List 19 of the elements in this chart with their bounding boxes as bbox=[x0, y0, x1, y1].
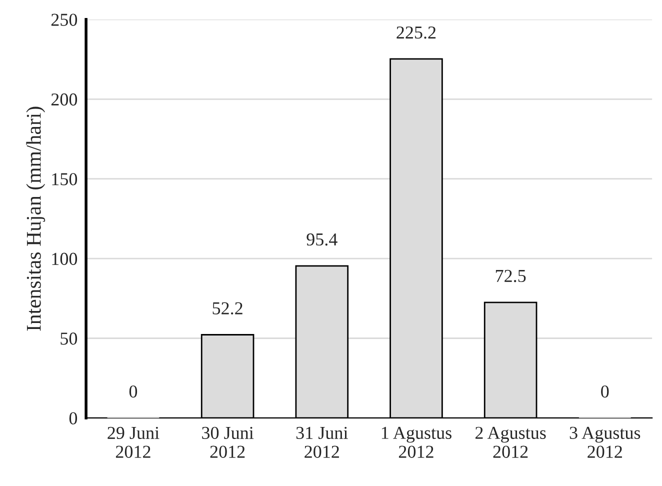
y-tick-label: 0 bbox=[69, 412, 78, 424]
data-label: 72.5 bbox=[496, 270, 526, 282]
y-tick-label: 250 bbox=[51, 14, 78, 26]
data-label: 95.4 bbox=[306, 233, 338, 246]
data-label: 0 bbox=[129, 385, 138, 398]
data-label: 225.2 bbox=[396, 26, 436, 39]
data-label: 52.2 bbox=[212, 302, 242, 314]
y-tick-label: 50 bbox=[60, 332, 78, 345]
x-tick-label: 2 Agustus 2012 bbox=[475, 426, 546, 458]
y-tick-label: 100 bbox=[52, 252, 78, 265]
x-tick-label: 1 Agustus 2012 bbox=[382, 426, 452, 458]
y-axis-title: Intensitas Hujan (mm/hari) bbox=[26, 106, 46, 331]
data-label: 0 bbox=[601, 385, 609, 398]
x-tick-label: 31 Juni 2012 bbox=[296, 426, 348, 458]
y-tick-label: 150 bbox=[52, 173, 78, 186]
x-tick-label: 29 Juni 2012 bbox=[108, 426, 160, 458]
y-tick-label: 200 bbox=[51, 93, 78, 106]
x-tick-label: 30 Juni 2012 bbox=[202, 426, 254, 458]
x-tick-label: 3 Agustus 2012 bbox=[570, 426, 640, 458]
